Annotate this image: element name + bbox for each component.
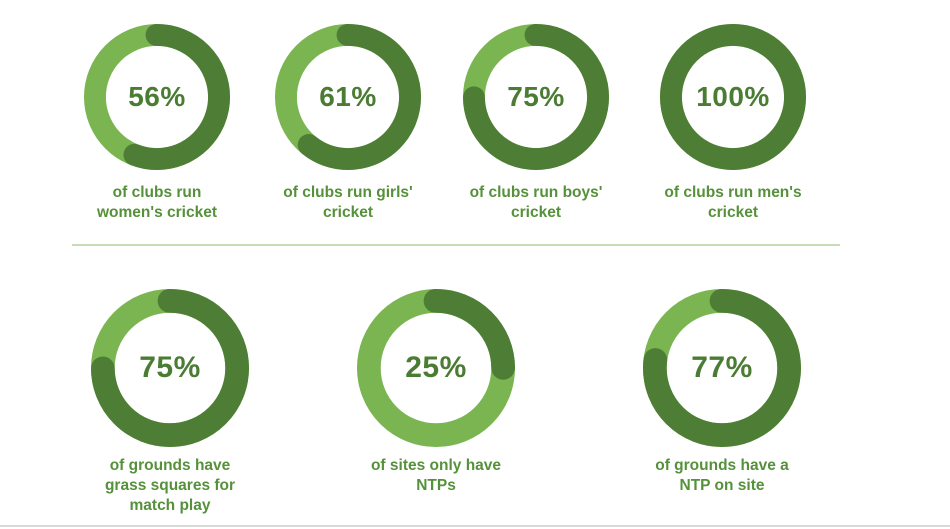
- donut-chart-card: 25% of sites only have NTPs: [321, 289, 551, 496]
- percent-label: 75%: [507, 81, 565, 112]
- donut-chart-card: 75% of grounds have grass squares for match…: [55, 289, 285, 516]
- donut-chart-card: 100% of clubs run men's cricket: [638, 24, 828, 223]
- top-row: 56% of clubs run women's cricket 61% of club…: [0, 24, 950, 224]
- donut-svg: [357, 289, 515, 447]
- percent-label: 75%: [139, 351, 201, 384]
- chart-caption-line: NTP on site: [679, 477, 765, 494]
- chart-caption: of grounds have a NTP on site: [607, 456, 837, 496]
- donut-ring: 61%: [275, 24, 421, 170]
- chart-caption-line: NTPs: [416, 477, 456, 494]
- row-separator: [72, 244, 840, 246]
- chart-caption: of clubs run men's cricket: [638, 183, 828, 223]
- chart-caption-line: of clubs run boys': [469, 184, 603, 201]
- percent-label: 61%: [319, 81, 377, 112]
- chart-caption-line: cricket: [511, 204, 561, 221]
- chart-caption-line: of clubs run men's: [664, 184, 802, 201]
- chart-caption: of clubs run women's cricket: [62, 183, 252, 223]
- donut-ring: 100%: [660, 24, 806, 170]
- chart-caption-line: cricket: [323, 204, 373, 221]
- percent-label: 77%: [691, 351, 753, 384]
- donut-svg: [84, 24, 230, 170]
- donut-svg: [91, 289, 249, 447]
- donut-ring: 25%: [357, 289, 515, 447]
- donut-ring: 77%: [643, 289, 801, 447]
- chart-caption-line: match play: [129, 497, 211, 514]
- chart-caption-line: of clubs run girls': [283, 184, 413, 201]
- percent-label: 25%: [405, 351, 467, 384]
- donut-ring: 56%: [84, 24, 230, 170]
- chart-caption-line: women's cricket: [97, 204, 217, 221]
- chart-caption-line: of grounds have: [109, 457, 231, 474]
- bottom-row: 75% of grounds have grass squares for match…: [0, 289, 950, 519]
- donut-ring: 75%: [91, 289, 249, 447]
- chart-caption: of sites only have NTPs: [321, 456, 551, 496]
- chart-caption-line: of clubs run: [112, 184, 202, 201]
- chart-caption: of clubs run boys' cricket: [441, 183, 631, 223]
- chart-caption-line: of grounds have a: [655, 457, 789, 474]
- donut-chart-card: 75% of clubs run boys' cricket: [441, 24, 631, 223]
- donut-chart-card: 56% of clubs run women's cricket: [62, 24, 252, 223]
- donut-svg: [643, 289, 801, 447]
- donut-ring: 75%: [463, 24, 609, 170]
- chart-caption-line: of sites only have: [370, 457, 502, 474]
- percent-label: 100%: [696, 81, 770, 112]
- donut-chart-card: 77% of grounds have a NTP on site: [607, 289, 837, 496]
- page-bottom-edge: [0, 525, 950, 527]
- donut-svg: [275, 24, 421, 170]
- donut-chart-card: 61% of clubs run girls' cricket: [253, 24, 443, 223]
- chart-caption: of grounds have grass squares for match pl…: [55, 456, 285, 516]
- donut-svg: [463, 24, 609, 170]
- chart-caption: of clubs run girls' cricket: [253, 183, 443, 223]
- donut-svg: [660, 24, 806, 170]
- percent-label: 56%: [128, 81, 186, 112]
- chart-caption-line: grass squares for: [104, 477, 236, 494]
- chart-caption-line: cricket: [708, 204, 758, 221]
